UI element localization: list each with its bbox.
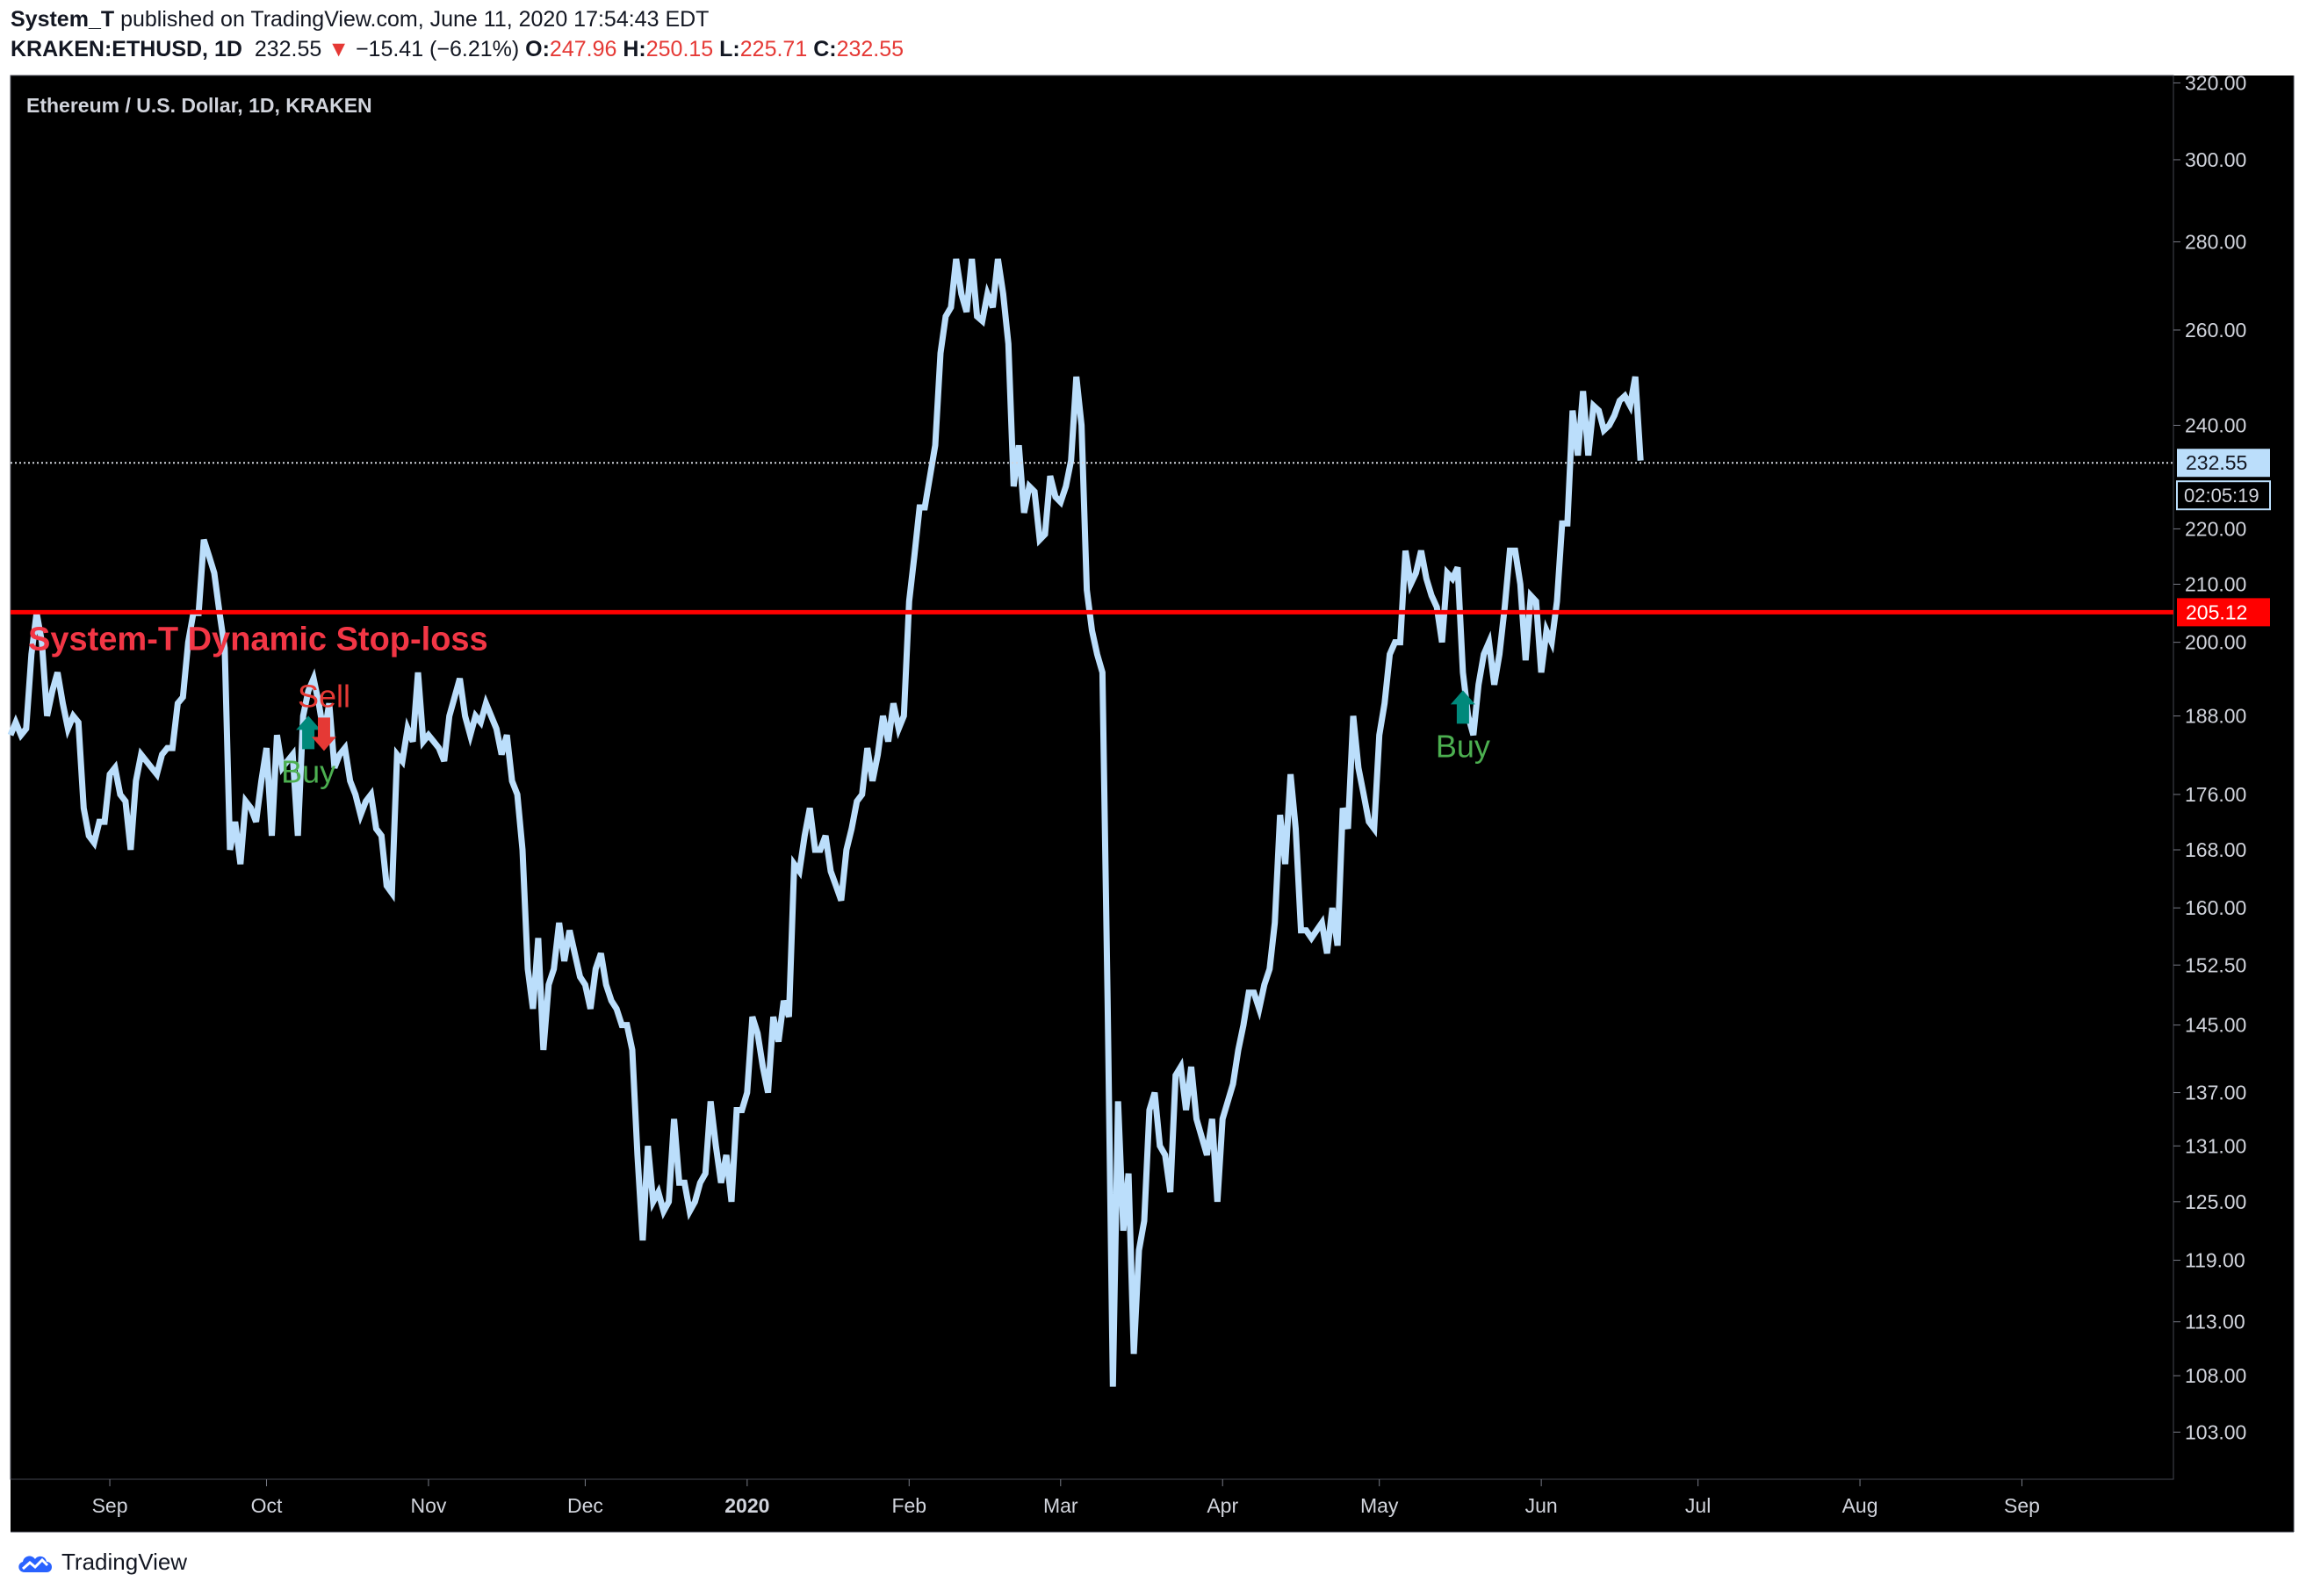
x-tick-label: Apr xyxy=(1207,1494,1238,1517)
high-value: 250.15 xyxy=(645,37,714,61)
buy-label: Buy xyxy=(1436,728,1490,764)
y-tick-label: 220.00 xyxy=(2185,517,2246,540)
down-arrow-icon: ▼ xyxy=(328,37,350,61)
high-label: H: xyxy=(623,37,646,61)
low-value: 225.71 xyxy=(739,37,808,61)
x-tick-label: Mar xyxy=(1043,1494,1078,1517)
y-tick-label: 160.00 xyxy=(2185,896,2246,919)
stop-price-label: 205.12 xyxy=(2186,600,2247,623)
tradingview-cloud-icon xyxy=(18,1555,52,1572)
sell-label: Sell xyxy=(298,678,350,714)
y-tick-label: 240.00 xyxy=(2185,413,2246,436)
y-tick-label: 113.00 xyxy=(2185,1311,2245,1334)
x-tick-label: 2020 xyxy=(724,1494,769,1517)
y-tick-label: 260.00 xyxy=(2185,319,2246,341)
stop-loss-label: System-T Dynamic Stop-loss xyxy=(28,621,488,658)
y-tick-label: 280.00 xyxy=(2185,230,2246,253)
y-tick-label: 188.00 xyxy=(2185,705,2246,728)
y-tick-label: 131.00 xyxy=(2185,1134,2246,1157)
chart-background xyxy=(11,75,2294,1532)
y-tick-label: 200.00 xyxy=(2185,631,2246,654)
x-tick-label: Jul xyxy=(1685,1494,1711,1517)
price-change: −15.41 (−6.21%) xyxy=(355,37,520,61)
quote-line: KRAKEN:ETHUSD, 1D 232.55 ▼ −15.41 (−6.21… xyxy=(11,37,904,62)
buy-label: Buy xyxy=(281,753,335,789)
countdown-label: 02:05:19 xyxy=(2184,485,2259,507)
close-label: C: xyxy=(813,37,837,61)
plot-frame xyxy=(10,75,2174,1480)
stop-price-badge xyxy=(2177,598,2270,627)
x-tick-label: Oct xyxy=(251,1494,283,1517)
y-tick-label: 119.00 xyxy=(2185,1249,2245,1272)
symbol-label[interactable]: KRAKEN:ETHUSD, 1D xyxy=(11,37,242,61)
sell-arrow-icon xyxy=(311,717,336,751)
last-price-badge xyxy=(2177,449,2270,478)
x-tick-label: May xyxy=(1360,1494,1399,1517)
x-tick-label: Dec xyxy=(567,1494,603,1517)
x-tick-label: Sep xyxy=(2004,1494,2040,1517)
y-tick-label: 320.00 xyxy=(2185,71,2246,94)
open-value: 247.96 xyxy=(549,37,617,61)
y-tick-label: 168.00 xyxy=(2185,838,2246,861)
brand-name: TradingView xyxy=(61,1549,188,1575)
y-tick-label: 108.00 xyxy=(2185,1364,2246,1387)
y-tick-label: 210.00 xyxy=(2185,573,2246,596)
x-tick-label: Nov xyxy=(410,1494,446,1517)
y-tick-label: 300.00 xyxy=(2185,148,2246,171)
y-tick-label: 125.00 xyxy=(2185,1190,2246,1213)
close-value: 232.55 xyxy=(836,37,904,61)
publish-info: published on TradingView.com, June 11, 2… xyxy=(120,7,710,32)
x-tick-label: Jun xyxy=(1525,1494,1558,1517)
open-label: O: xyxy=(525,37,550,61)
x-tick-label: Sep xyxy=(92,1494,128,1517)
buy-arrow-icon xyxy=(1450,690,1475,724)
author-name[interactable]: System_T xyxy=(11,7,115,32)
low-label: L: xyxy=(719,37,740,61)
x-tick-label: Feb xyxy=(891,1494,926,1517)
y-tick-label: 137.00 xyxy=(2185,1082,2246,1104)
y-tick-label: 152.50 xyxy=(2185,953,2246,976)
chart-header: System_T published on TradingView.com, J… xyxy=(0,0,2299,75)
y-tick-label: 176.00 xyxy=(2185,783,2246,806)
y-tick-label: 103.00 xyxy=(2185,1420,2246,1443)
buy-arrow-icon xyxy=(296,715,321,750)
x-tick-label: Aug xyxy=(1842,1494,1878,1517)
publish-line: System_T published on TradingView.com, J… xyxy=(11,7,709,32)
chart-title: Ethereum / U.S. Dollar, 1D, KRAKEN xyxy=(26,94,372,117)
y-tick-label: 145.00 xyxy=(2185,1014,2246,1037)
last-price-label: 232.55 xyxy=(2186,451,2247,474)
tradingview-logo[interactable]: TradingView xyxy=(16,1549,187,1576)
price-line[interactable] xyxy=(7,258,1644,1387)
countdown-badge xyxy=(2176,480,2271,511)
last-price: 232.55 xyxy=(254,37,322,61)
